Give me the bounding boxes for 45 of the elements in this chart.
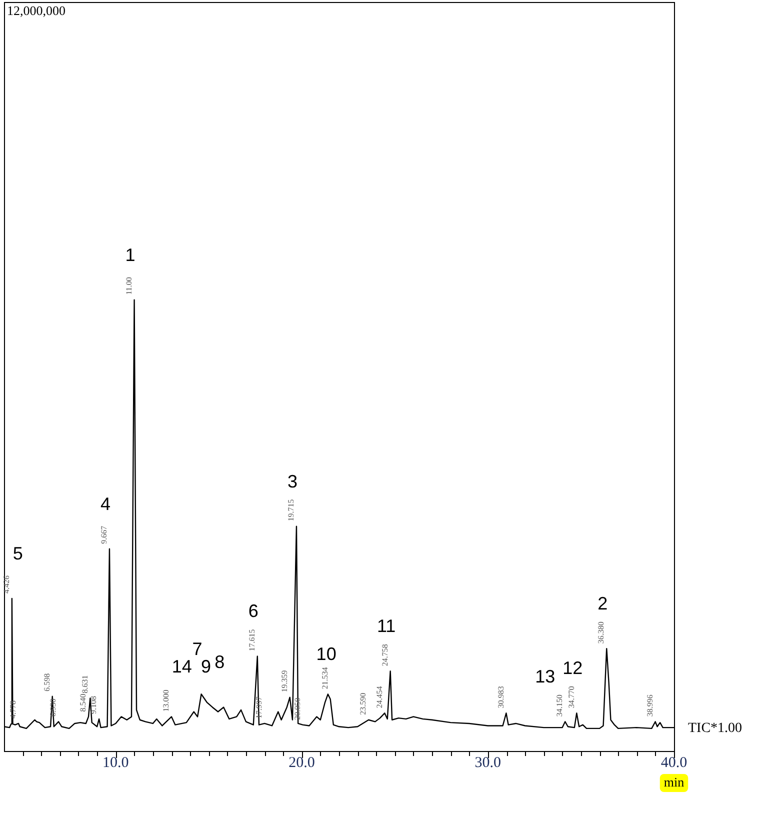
annotation: 11.00 xyxy=(124,277,134,295)
annotation: 8.540 xyxy=(78,694,88,712)
annotation: 38.996 xyxy=(645,694,654,717)
annotation: 34.150 xyxy=(555,694,564,717)
annotation: 2 xyxy=(598,594,608,614)
annotation: 11 xyxy=(376,616,396,636)
annotation: 7 xyxy=(192,639,202,660)
annotation: 9.108 xyxy=(89,696,98,714)
annotation: 5 xyxy=(12,543,23,564)
annotation: 24.758 xyxy=(380,644,390,666)
annotation: 19.715 xyxy=(286,499,296,522)
text: TIC*1.00 xyxy=(688,721,742,736)
annotation: 1 xyxy=(125,244,136,265)
annotation: 34.770 xyxy=(566,686,576,708)
annotation: 9 xyxy=(201,656,212,677)
annotation: 14 xyxy=(172,656,192,677)
annotation: 12 xyxy=(562,658,583,678)
x-tick-label: 30.0 xyxy=(474,754,502,771)
annotation: 6.930 xyxy=(48,698,58,717)
annotation: 13 xyxy=(535,666,556,687)
annotation: 6.598 xyxy=(42,673,52,692)
x-axis-title: min xyxy=(664,774,685,790)
annotation: 13.000 xyxy=(162,690,171,712)
annotation: 19.359 xyxy=(280,670,289,692)
annotation: 9.667 xyxy=(100,526,109,544)
annotation: 30.983 xyxy=(496,686,506,708)
annotation: 36.380 xyxy=(596,622,606,644)
annotation: 23.590 xyxy=(358,692,368,715)
annotation: 10 xyxy=(316,644,336,664)
annotation: 17.997 xyxy=(254,696,264,718)
annotation: 4.426 xyxy=(2,575,12,594)
annotation: 8 xyxy=(214,652,225,672)
annotation: 8.631 xyxy=(80,675,90,694)
annotation: 6 xyxy=(248,601,258,622)
annotation: 24.454 xyxy=(374,686,384,708)
x-tick-label: 40.0 xyxy=(660,754,688,771)
annotation: 4 xyxy=(100,494,110,514)
text: 12,000,000 xyxy=(7,2,66,18)
x-tick-label: 10.0 xyxy=(102,754,129,771)
annotation: 21.534 xyxy=(320,667,330,690)
x-tick-label: 20.0 xyxy=(288,754,315,771)
annotation: 17.615 xyxy=(247,629,256,652)
annotation: 20.050 xyxy=(292,698,302,720)
annotation: 3 xyxy=(287,471,298,492)
annotation: 4.778 xyxy=(8,700,18,718)
